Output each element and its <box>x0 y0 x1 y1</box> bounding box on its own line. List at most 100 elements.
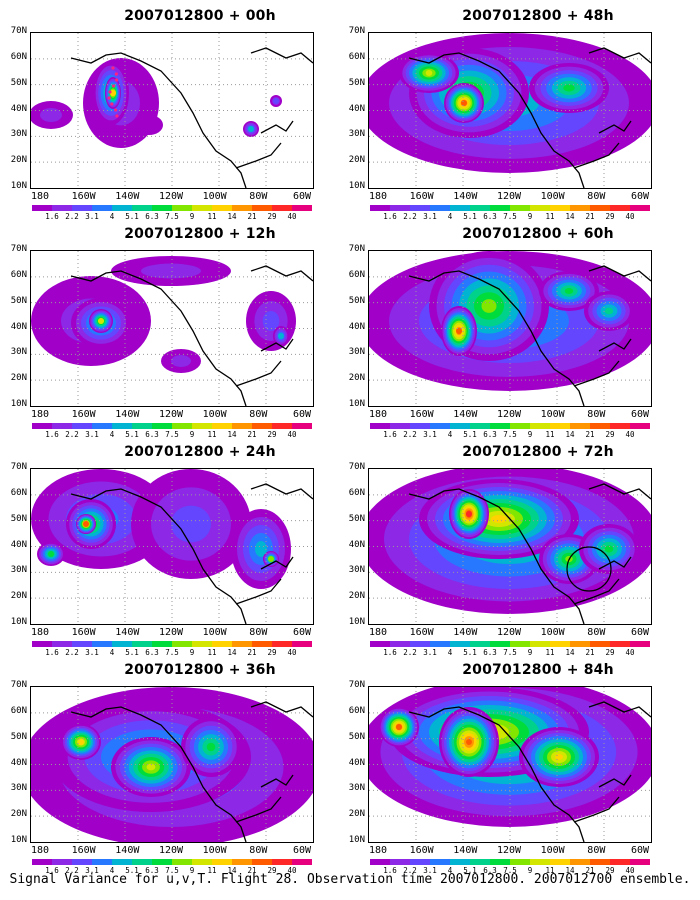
colorbar-label: 29 <box>267 430 277 439</box>
colorbar-label: 11 <box>207 430 217 439</box>
colorbar-swatch <box>92 205 112 211</box>
longitude-label: 120W <box>158 627 184 638</box>
colorbar-label: 3.1 <box>85 648 99 657</box>
colorbar-label: 21 <box>247 430 257 439</box>
colorbar-label: 9 <box>189 648 195 657</box>
longitude-label: 180 <box>30 845 50 856</box>
contour-band <box>466 511 472 517</box>
contour-band <box>110 90 116 96</box>
colorbar-swatch <box>510 859 530 865</box>
colorbar-label: 6.3 <box>483 212 497 221</box>
colorbar-swatch <box>410 423 430 429</box>
flight-track-point <box>115 78 119 82</box>
colorbar-label: 14 <box>565 866 575 875</box>
longitude-label: 120W <box>496 191 522 202</box>
longitude-label: 100W <box>202 191 227 202</box>
colorbar-label: 14 <box>565 648 575 657</box>
longitude-label: 140W <box>115 627 140 638</box>
latitude-label: 60N <box>10 51 27 62</box>
latitude-label: 40N <box>348 103 365 114</box>
colorbar-swatch <box>470 423 490 429</box>
latitude-label: 30N <box>10 565 27 576</box>
contour-band <box>78 739 84 745</box>
latitude-label: 60N <box>348 487 365 498</box>
contour-band <box>563 84 575 92</box>
longitude-label: 120W <box>158 191 184 202</box>
colorbar-swatch <box>32 859 52 865</box>
colorbar-label: 4 <box>447 430 453 439</box>
colorbar-label: 21 <box>585 430 595 439</box>
contour-field <box>31 251 313 406</box>
latitude-label: 40N <box>10 539 27 550</box>
variance-map <box>30 250 314 407</box>
colorbar-swatch <box>152 205 172 211</box>
map-panel: 2007012800 + 24h 70N 60N 50N 40N 30N 20N 10N 180… <box>11 444 370 662</box>
colorbar-label: 11 <box>545 430 555 439</box>
latitude-label: 70N <box>348 680 365 690</box>
colorbar-swatch <box>232 205 252 211</box>
contour-band <box>255 541 267 557</box>
colorbar-swatch <box>390 423 410 429</box>
colorbar-label: 7.5 <box>165 866 179 875</box>
latitude-label: 30N <box>348 783 365 794</box>
longitude-label: 180 <box>30 409 50 420</box>
colorbar-swatch <box>192 423 212 429</box>
colorbar-label: 6.3 <box>483 430 497 439</box>
colorbar-swatch <box>550 423 570 429</box>
colorbar-label: 9 <box>527 866 533 875</box>
colorbar-label: 21 <box>585 212 595 221</box>
colorbar <box>370 859 650 865</box>
colorbar-swatch <box>112 641 132 647</box>
latitude-label: 50N <box>348 295 365 306</box>
colorbar-label: 11 <box>545 212 555 221</box>
colorbar-swatch <box>590 205 610 211</box>
panel-title: 2007012800 + 36h <box>124 662 276 678</box>
longitude-label: 180 <box>30 627 50 638</box>
contour-band <box>48 551 54 557</box>
panel-title: 2007012800 + 60h <box>462 226 614 242</box>
contour-band <box>564 288 574 294</box>
longitude-label: 80W <box>249 409 268 420</box>
latitude-label: 40N <box>348 539 365 550</box>
contour-band <box>604 545 614 553</box>
latitude-label: 20N <box>10 809 27 820</box>
colorbar <box>32 423 312 429</box>
colorbar-swatch <box>252 205 272 211</box>
latitude-label: 70N <box>348 26 365 36</box>
latitude-label: 70N <box>348 462 365 472</box>
colorbar-swatch <box>112 859 132 865</box>
colorbar-swatch <box>550 641 570 647</box>
contour-band <box>491 515 507 523</box>
longitude-label: 60W <box>292 627 312 638</box>
colorbar-label: 3.1 <box>85 212 99 221</box>
flight-track-point <box>114 72 118 76</box>
coastline <box>408 483 651 624</box>
colorbar <box>32 205 312 211</box>
colorbar-label: 11 <box>545 648 555 657</box>
latitude-label: 50N <box>348 77 365 88</box>
colorbar-swatch <box>370 205 390 211</box>
colorbar-swatch <box>470 859 490 865</box>
colorbar-label: 7.5 <box>503 648 517 657</box>
colorbar-swatch <box>172 423 192 429</box>
latitude-label: 10N <box>10 617 27 627</box>
colorbar-swatch <box>132 641 152 647</box>
longitude-label: 100W <box>202 627 227 638</box>
longitude-label: 80W <box>249 627 268 638</box>
flight-track-point <box>107 96 111 100</box>
colorbar-label: 1.6 <box>383 866 397 875</box>
colorbar-swatch <box>630 423 650 429</box>
variance-map <box>368 468 652 625</box>
latitude-label: 70N <box>10 26 27 36</box>
verification-region-circle <box>566 546 612 592</box>
latitude-label: 60N <box>348 269 365 280</box>
colorbar-label: 1.6 <box>383 430 397 439</box>
colorbar-label: 5.1 <box>463 430 477 439</box>
colorbar-label: 3.1 <box>423 866 437 875</box>
colorbar-swatch <box>530 423 550 429</box>
figure-caption: Signal Variance for u,v,T. Flight 28. Ob… <box>9 872 691 887</box>
colorbar-label: 9 <box>189 430 195 439</box>
colorbar-label: 21 <box>585 648 595 657</box>
colorbar-swatch <box>32 205 52 211</box>
colorbar-swatch <box>292 859 312 865</box>
